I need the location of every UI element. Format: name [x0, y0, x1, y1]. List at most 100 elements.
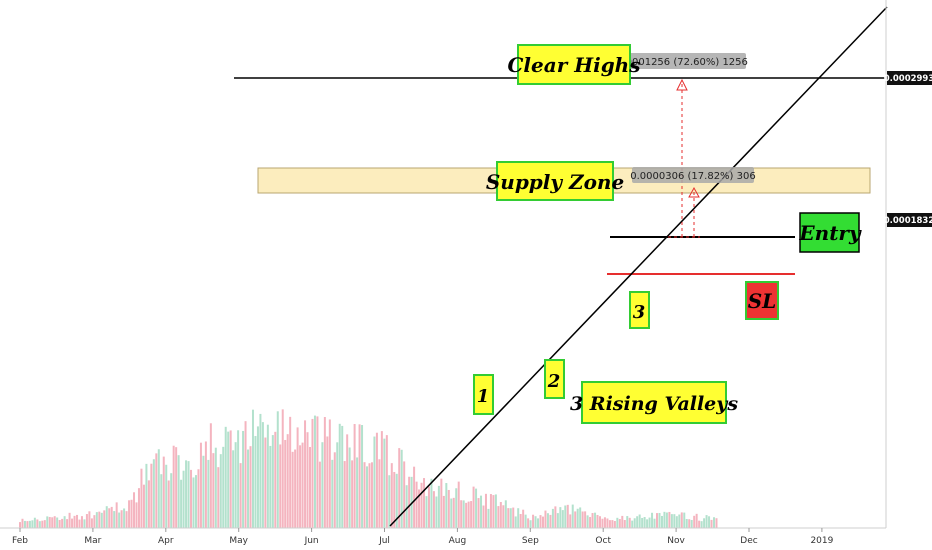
volume-bar — [378, 459, 381, 528]
entry-callout-bg[interactable] — [799, 212, 860, 253]
volume-bar — [564, 505, 567, 528]
volume-bar — [43, 520, 46, 528]
volume-bar — [546, 513, 549, 528]
volume-bar — [88, 511, 91, 528]
volume-bar — [187, 461, 190, 528]
volume-bar — [333, 452, 336, 528]
time-tick-label: Dec — [740, 536, 757, 546]
volume-bar — [311, 418, 314, 528]
volume-bar — [299, 445, 302, 528]
volume-bar — [405, 485, 408, 528]
measure-label-17: 0.0000306 (17.82%) 306 — [630, 171, 755, 182]
volume-bar — [338, 423, 341, 528]
volume-bar — [318, 461, 321, 528]
volume-bar — [489, 494, 492, 528]
volume-bar — [598, 516, 601, 528]
volume-bar — [348, 447, 351, 528]
volume-bar — [628, 517, 631, 528]
volume-bar — [393, 471, 396, 528]
volume-bar — [326, 436, 329, 528]
volume-bar — [308, 447, 311, 528]
volume-bar — [425, 496, 428, 528]
volume-bar — [328, 419, 331, 528]
volume-bar — [76, 514, 79, 528]
supply-zone-callout: Supply Zone — [486, 170, 624, 194]
time-tick-label: Jul — [378, 536, 390, 546]
volume-bar — [247, 449, 250, 528]
volume-bar — [140, 468, 143, 528]
rising-valleys-callout-bg[interactable] — [581, 381, 727, 424]
volume-bar — [678, 514, 681, 528]
volume-bar — [284, 439, 287, 528]
volume-bar — [142, 484, 145, 528]
volume-bar — [432, 491, 435, 528]
volume-bar — [234, 442, 237, 528]
volume-bar — [643, 517, 646, 528]
supply-zone-callout-bg[interactable] — [496, 161, 614, 201]
volume-bar — [175, 447, 178, 528]
volume-bar — [150, 463, 153, 528]
volume-bar — [351, 460, 354, 528]
valley-3-callout: 3 — [633, 302, 646, 323]
volume-bar — [690, 519, 693, 528]
volume-bar — [408, 476, 411, 528]
volume-bar — [21, 518, 24, 528]
valley-2-callout: 2 — [547, 371, 561, 392]
volume-bar — [155, 453, 158, 528]
volume-bar — [38, 521, 41, 528]
clear-highs-callout: Clear Highs — [508, 53, 641, 77]
volume-bar — [33, 517, 36, 528]
rising-trendline[interactable] — [389, 6, 888, 527]
volume-bar — [544, 510, 547, 528]
sl-callout-bg[interactable] — [745, 281, 779, 320]
valley-2-callout-bg[interactable] — [544, 359, 565, 399]
volume-bar — [160, 474, 163, 528]
volume-bar — [683, 512, 686, 528]
volume-bar — [41, 520, 44, 528]
volume-bar — [383, 438, 386, 528]
volume-bar — [276, 411, 279, 528]
volume-bar — [514, 516, 517, 528]
volume-bar — [541, 516, 544, 528]
volume-bar — [237, 430, 240, 528]
measure-label-72: 0.0001256 (72.60%) 1256 — [616, 57, 748, 68]
volume-bar — [170, 473, 173, 528]
volume-bar — [631, 520, 634, 528]
volume-bar — [363, 462, 366, 528]
volume-bar — [197, 469, 200, 528]
volume-bar — [703, 518, 706, 528]
volume-bar — [361, 425, 364, 528]
volume-bar — [606, 518, 609, 528]
clear-highs-callout-bg[interactable] — [517, 44, 631, 85]
volume-bar — [589, 517, 592, 528]
volume-bar — [194, 475, 197, 528]
volume-bar — [658, 512, 661, 528]
volume-bar — [532, 514, 535, 528]
time-axis-ticks[interactable]: Feb Mar Apr May Jun Jul Aug Sep Oct Nov Dec 2019 — [12, 528, 834, 546]
volume-bar — [224, 426, 227, 528]
valley-3-callout-bg[interactable] — [629, 291, 650, 329]
volume-bar — [418, 489, 421, 528]
volume-bar — [579, 507, 582, 528]
volume-bar — [549, 514, 552, 528]
volume-bar — [539, 515, 542, 528]
volume-bar — [648, 517, 651, 528]
volume-bar — [608, 520, 611, 528]
time-tick-label: Feb — [12, 536, 28, 546]
volume-bar — [266, 424, 269, 528]
volume-bar — [636, 516, 639, 528]
volume-bar — [442, 495, 445, 528]
volume-bar — [46, 516, 49, 528]
volume-bar — [554, 506, 557, 528]
volume-bar — [209, 423, 212, 528]
volume-bar — [48, 516, 51, 528]
volume-bar — [323, 417, 326, 528]
volume-bar — [346, 434, 349, 528]
volume-bar — [98, 511, 101, 528]
volume-bar — [700, 521, 703, 528]
valley-1-callout-bg[interactable] — [473, 374, 494, 415]
volume-bar — [251, 409, 254, 528]
volume-bar — [651, 512, 654, 528]
volume-bar — [660, 515, 663, 528]
